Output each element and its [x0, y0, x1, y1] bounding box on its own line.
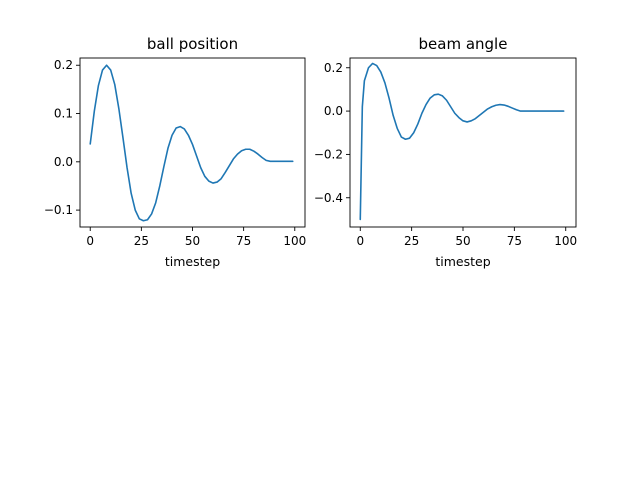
chart-ball-position: 0 25 50 75 100 −0.1 0.0 0.1 0.2 ball position time…: [44, 35, 306, 269]
x-tick-label: 25: [134, 234, 149, 248]
x-tick-label: 100: [283, 234, 306, 248]
y-tick-label: −0.1: [44, 203, 73, 217]
x-tick-label: 100: [554, 234, 577, 248]
axes-frame: [349, 57, 577, 228]
y-tick-label: 0.2: [324, 61, 343, 75]
y-tick-label: −0.2: [314, 147, 343, 161]
chart-beam-angle: 0 25 50 75 100 −0.4 −0.2 0.0 0.2 beam angle timest…: [314, 35, 577, 269]
x-tick-label: 75: [507, 234, 522, 248]
x-axis-label: timestep: [435, 254, 490, 269]
y-tick-label: 0.0: [54, 155, 73, 169]
series-line-0: [359, 62, 565, 221]
x-tick-label: 0: [86, 234, 94, 248]
y-tick-label: 0.1: [54, 107, 73, 121]
x-axis-label: timestep: [165, 254, 220, 269]
x-tick-label: 50: [455, 234, 470, 248]
chart-title: beam angle: [419, 35, 508, 53]
x-tick-label: 75: [236, 234, 251, 248]
y-tick-label: −0.4: [314, 191, 343, 205]
chart-title: ball position: [147, 35, 238, 53]
x-tick-label: 50: [185, 234, 200, 248]
series-line-0: [89, 64, 294, 222]
y-tick-label: 0.2: [54, 58, 73, 72]
x-tick-label: 25: [404, 234, 419, 248]
x-tick-label: 0: [356, 234, 364, 248]
y-tick-label: 0.0: [324, 104, 343, 118]
